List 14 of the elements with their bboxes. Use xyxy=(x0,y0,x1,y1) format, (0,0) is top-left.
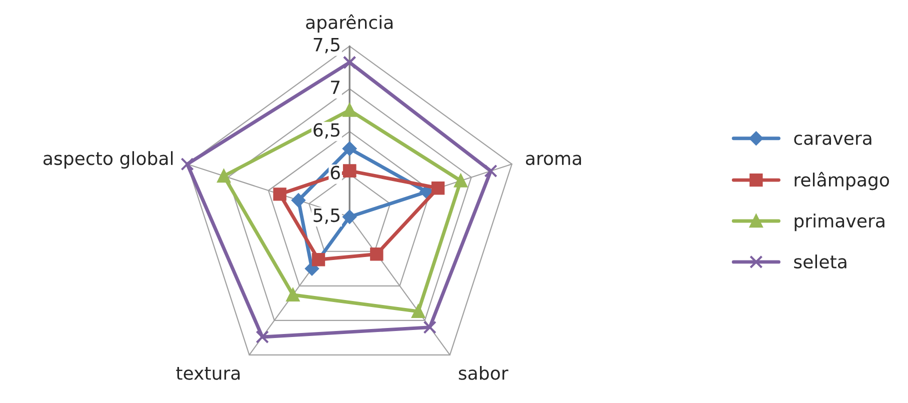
legend-label: primavera xyxy=(794,214,884,232)
spoke-label: sabor xyxy=(458,366,508,380)
y-tick-label: 6,5 xyxy=(314,123,340,139)
y-tick-label: 7,5 xyxy=(314,38,340,54)
y-tick-label: 5,5 xyxy=(314,208,340,224)
legend-label: caravera xyxy=(794,134,872,145)
spoke-label: aroma xyxy=(526,154,581,166)
legend-label: relâmpago xyxy=(794,172,889,190)
y-tick-label: 7 xyxy=(331,80,340,94)
y-tick-label: 6 xyxy=(330,166,340,180)
spoke-label: aparência xyxy=(306,14,393,33)
spoke-label: aspecto global xyxy=(43,151,173,169)
spoke-label: textura xyxy=(176,366,240,380)
legend-label: seleta xyxy=(794,254,846,269)
